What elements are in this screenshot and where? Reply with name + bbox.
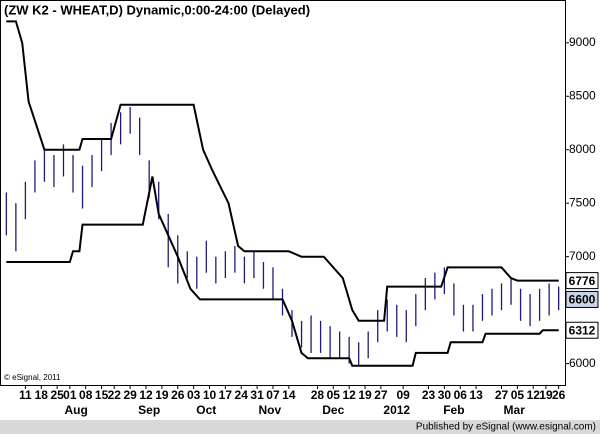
x-tick-label: 05 <box>511 388 525 402</box>
x-tick-label: 13 <box>469 388 483 402</box>
x-tick-label: 27 <box>374 388 388 402</box>
footer: Published by eSignal (www.esignal.com) <box>416 422 596 433</box>
month-label: Feb <box>443 403 464 417</box>
y-tick-label: 8500 <box>569 88 596 102</box>
price-label-box <box>565 290 599 308</box>
x-tick-label: 11 <box>19 388 32 402</box>
x-tick-label: 31 <box>250 388 264 402</box>
month-label: Dec <box>322 403 344 417</box>
x-tick-label: 12 <box>527 388 541 402</box>
x-tick-label: 19 <box>358 388 372 402</box>
price-label: 6312 <box>569 323 596 337</box>
price-label: 6600 <box>569 293 596 307</box>
x-tick-label: 22 <box>108 388 122 402</box>
x-tick-label: 10 <box>203 388 217 402</box>
month-label: 2012 <box>383 403 410 417</box>
x-tick-label: 26 <box>171 388 185 402</box>
price-label: 6776 <box>569 274 596 288</box>
x-tick-label: 30 <box>438 388 452 402</box>
x-tick-label: 29 <box>123 388 137 402</box>
x-tick-label: 17 <box>219 388 233 402</box>
y-tick-label: 9000 <box>569 35 596 49</box>
price-label-box <box>565 272 599 290</box>
x-tick-label: 15 <box>95 388 109 402</box>
lower-channel <box>6 176 559 367</box>
x-tick-label: 05 <box>327 388 341 402</box>
month-label: Nov <box>258 403 281 417</box>
month-label: Oct <box>196 403 216 417</box>
x-tick-label: 27 <box>495 388 509 402</box>
x-tick-label: 14 <box>282 388 296 402</box>
x-tick-label: 07 <box>266 388 280 402</box>
y-tick-label: 6000 <box>569 356 596 370</box>
x-tick-label: 26 <box>552 388 566 402</box>
x-tick-label: 06 <box>454 388 468 402</box>
upper-channel <box>6 20 559 322</box>
chart-title: (ZW K2 - WHEAT,D) Dynamic,0:00-24:00 (De… <box>4 2 310 17</box>
x-tick-label: 12 <box>139 388 153 402</box>
x-tick-label: 09 <box>396 388 410 402</box>
y-tick-label: 7000 <box>569 249 596 263</box>
x-tick-label: 12 <box>342 388 356 402</box>
plot-frame <box>0 0 566 386</box>
x-tick-label: 08 <box>79 388 93 402</box>
copyright: © eSignal, 2011 <box>4 373 61 382</box>
x-tick-label: 19 <box>539 388 553 402</box>
x-tick-label: 18 <box>35 388 49 402</box>
x-tick-label: 25 <box>50 388 64 402</box>
price-label-box <box>565 321 599 339</box>
x-tick-label: 19 <box>155 388 169 402</box>
month-label: Aug <box>65 403 88 417</box>
footer-bar <box>0 420 600 434</box>
month-label: Mar <box>504 403 526 417</box>
y-tick-label: 8000 <box>569 142 596 156</box>
x-tick-label: 01 <box>63 388 77 402</box>
y-tick-label: 7500 <box>569 195 596 209</box>
x-tick-label: 24 <box>235 388 249 402</box>
month-label: Sep <box>138 403 160 417</box>
x-tick-label: 28 <box>311 388 325 402</box>
x-tick-label: 03 <box>187 388 201 402</box>
x-tick-label: 23 <box>422 388 436 402</box>
